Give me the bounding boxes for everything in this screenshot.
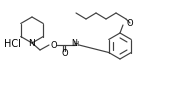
Text: N: N — [29, 38, 35, 48]
Text: N: N — [71, 39, 77, 48]
Text: HCl: HCl — [4, 39, 20, 49]
Text: O: O — [127, 19, 133, 27]
Text: O: O — [51, 40, 57, 50]
Text: O: O — [62, 50, 68, 58]
Text: H: H — [74, 41, 79, 47]
